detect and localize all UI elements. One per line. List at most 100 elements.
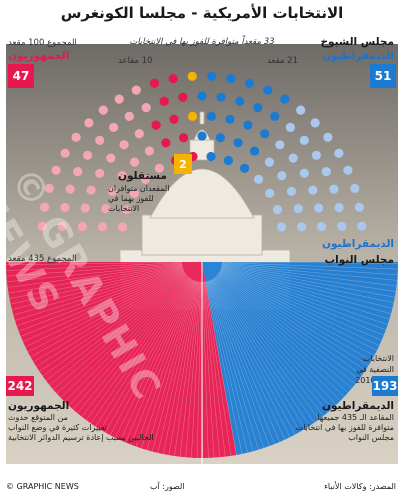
house-seat-ray [10,266,183,305]
house-seat-ray [18,268,184,332]
house-seat-ray [6,263,183,283]
house-seat-ray [220,268,388,325]
house-seat-ray [6,262,183,266]
senate-seat [80,203,90,213]
senate-seat [83,150,93,160]
house-seat-ray [141,280,197,449]
senate-seat [343,165,353,175]
senate-rep-count-badge: 47 [8,64,34,88]
senate-seat-grid [37,71,367,232]
house-rep-note-3: الحاليين بسبب إعادة ترسيم الدوائر الانتخ… [8,433,154,442]
independents-note-1: المقعدان متوافران [108,184,170,193]
house-seat-ray [217,273,360,380]
senate-seat [280,94,290,104]
house-seat-ray [221,266,393,309]
senate-seat [226,74,236,84]
senate-seat [206,151,216,162]
senate-seat [149,78,159,88]
house-seat-ray [125,280,195,443]
house-dem-note-2: متوافرة للفوز بها في انتخابات [295,423,394,432]
house-seat-ray [174,281,200,457]
house-label: مجلس النواب [324,254,394,266]
independents-count-badge: 2 [174,154,192,174]
house-seat-ray [221,267,390,320]
house-seat-ray [8,264,183,294]
senate-seat [299,168,309,178]
house-seat-ray [214,277,324,417]
house-seat-ray [221,261,398,264]
house-seat-ray [219,271,372,361]
senate-seat [106,153,116,163]
house-seat-ray [36,272,186,367]
house-seat-ray [81,277,190,417]
senate-seat [253,103,263,113]
house-seat-ray [60,275,188,398]
house-seat-ray [13,267,183,316]
senate-seat [130,157,140,167]
house-dem-count-badge: 193 [372,376,398,396]
senate-seat [354,202,364,212]
house-seat-ray [206,281,248,453]
footer-source: المصدر: وكالات الأنباء [324,482,396,491]
senate-seat [299,135,309,145]
senate-seat [179,133,189,143]
senate-seat [240,163,250,173]
senate-seat [321,167,331,177]
senate-seat [114,94,124,104]
house-dem-label: الديمقراطيون [322,400,394,412]
house-seat-ray [185,281,201,458]
house-seat-ray [208,280,265,449]
senate-seat [350,183,360,193]
senate-seat [314,203,324,213]
independents-note-2: للفوز بهما في [108,194,154,203]
house-seat-ray [152,281,198,452]
house-seat-ray [210,279,291,438]
senate-seat [317,222,327,232]
senate-seat [215,133,225,143]
senate-seat [124,111,134,121]
house-seat-ray [212,278,310,426]
senate-seat [117,222,128,232]
house-seat-ray [219,270,377,351]
page-title: الانتخابات الأمريكية - مجلسا الكونغرس [60,4,344,22]
senate-seat [60,148,70,158]
senate-seat [263,85,273,95]
house-seat-ray [210,280,286,440]
house-seat-ray [64,276,189,403]
senate-seat [151,120,161,130]
house-seat-ray [72,276,190,410]
senate-seat [44,183,54,193]
senate-seat [71,132,81,142]
house-seat-ray [221,267,392,314]
senate-seat [357,221,367,231]
house-seat-ray [206,281,254,452]
senate-seat [101,204,111,214]
house-seat-ray [146,281,197,451]
house-seat-ray [100,278,192,430]
senate-seat [254,174,264,184]
senate-contested-banner: 33 مقعداً متوافرة للفوز بها في الانتخابا… [129,37,275,47]
senate-seat [260,129,270,139]
house-seat-ray [215,276,333,409]
house-seat-ray [212,278,306,429]
house-seat-ray [77,277,190,414]
senate-seat [140,174,150,184]
senate-seat [334,148,344,158]
senate-seat [250,146,260,156]
footer-photo: الصور: آب [150,482,185,491]
senate-seat [117,171,127,181]
footer-credit: © GRAPHIC NEWS [6,482,79,491]
senate-seat [159,96,169,106]
house-seat-ray [27,270,185,353]
house-seat-ray [115,279,194,438]
house-seat-ray [120,280,194,441]
house-seat-ray [221,263,398,275]
senate-seat [95,135,105,145]
senate-seat [276,222,287,232]
house-seat-ray [219,270,380,346]
senate-label: مجلس الشيوخ [320,36,394,48]
house-seat-ray [39,272,186,372]
house-seat-ray [95,278,192,427]
house-seat-ray [202,281,215,458]
senate-seat [233,138,243,148]
